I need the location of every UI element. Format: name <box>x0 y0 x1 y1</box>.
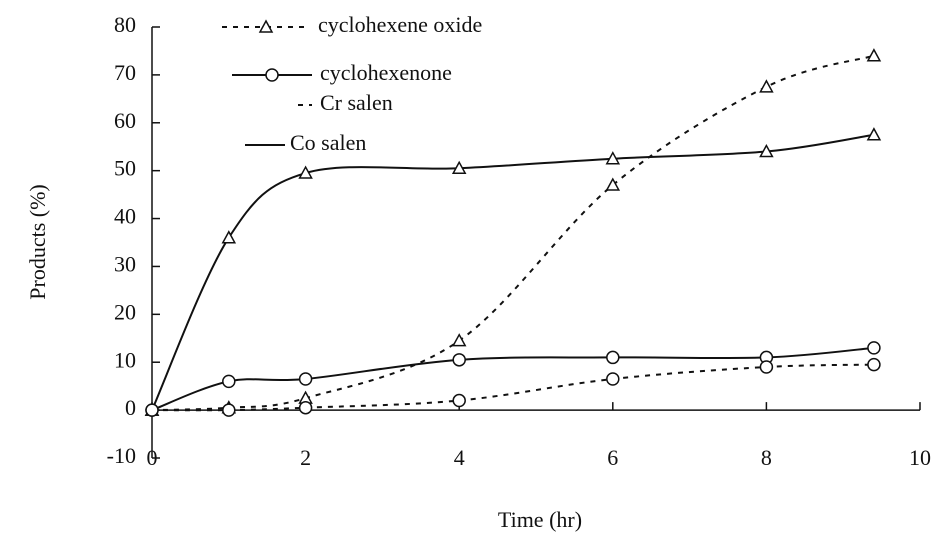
y-tick-label: 0 <box>125 395 136 420</box>
circle-marker <box>265 68 279 82</box>
y-tick-label: 40 <box>114 204 136 229</box>
circle-marker <box>298 400 313 415</box>
y-tick-label: 30 <box>114 251 136 276</box>
x-tick-label: 10 <box>909 445 931 470</box>
circle-marker <box>867 357 881 372</box>
legend-label: cyclohexenone <box>320 60 452 85</box>
y-axis-title: Products (%) <box>25 184 50 299</box>
triangle-marker <box>451 160 467 175</box>
triangle-marker <box>866 48 882 62</box>
triangle-marker <box>298 165 313 179</box>
triangle-marker <box>451 333 467 347</box>
circle-marker <box>759 360 774 374</box>
y-tick-label: 70 <box>114 60 136 85</box>
series-line <box>151 54 875 412</box>
circle-marker <box>606 372 620 386</box>
triangle-marker <box>866 127 882 141</box>
circle-marker <box>222 403 236 417</box>
x-tick-label: 4 <box>454 445 465 470</box>
triangle-marker <box>759 143 774 158</box>
triangle-marker <box>221 230 237 244</box>
circle-marker <box>867 341 881 355</box>
circle-marker <box>145 403 159 417</box>
triangle-marker <box>258 19 274 33</box>
y-tick-label: 50 <box>114 156 136 181</box>
triangle-marker <box>605 151 621 165</box>
triangle-marker <box>605 177 621 191</box>
legend-label: Cr salen <box>320 90 393 115</box>
x-tick-label: 6 <box>607 445 618 470</box>
circle-marker <box>222 374 236 389</box>
y-tick-label: -10 <box>107 443 136 468</box>
circle-marker <box>452 353 466 367</box>
circle-marker <box>298 372 313 386</box>
x-tick-label: 8 <box>761 445 772 470</box>
y-tick-label: 20 <box>114 299 136 324</box>
circle-marker <box>452 393 466 408</box>
circle-marker <box>606 350 620 365</box>
x-axis-title: Time (hr) <box>498 507 582 532</box>
x-tick-label: 0 <box>147 445 158 470</box>
y-tick-label: 80 <box>114 12 136 37</box>
y-tick-label: 60 <box>114 108 136 133</box>
legend-label: cyclohexene oxide <box>318 12 482 37</box>
x-tick-label: 2 <box>300 445 311 470</box>
legend-label: Co salen <box>290 130 366 155</box>
y-tick-label: 10 <box>114 347 136 372</box>
triangle-marker <box>759 79 774 93</box>
